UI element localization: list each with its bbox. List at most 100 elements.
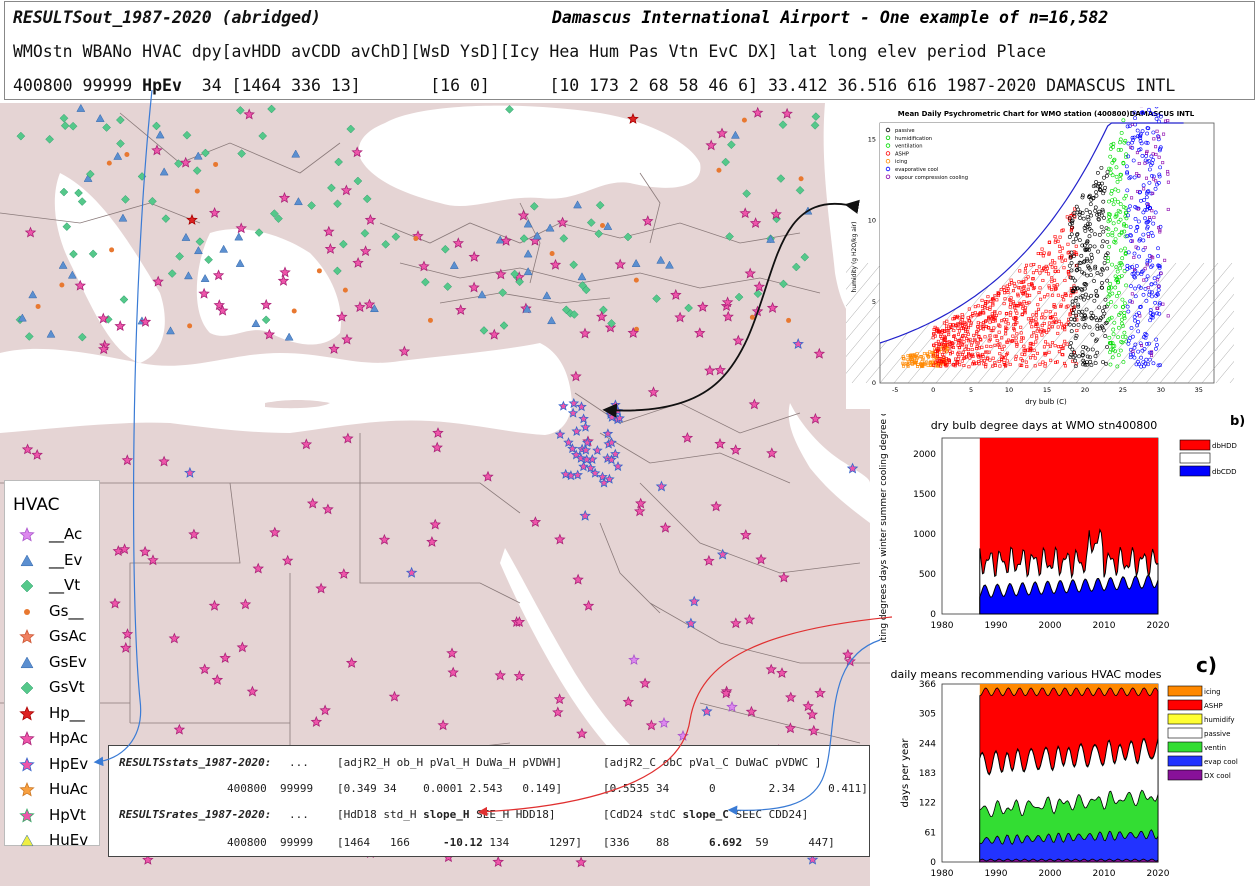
map-gsvt-marker <box>776 174 786 183</box>
map-gsvt-marker <box>421 277 430 287</box>
ventilation-point <box>1124 224 1129 229</box>
passive-point <box>1093 354 1098 359</box>
ashp-point <box>1049 262 1053 266</box>
map-hpev-marker <box>568 397 580 408</box>
map-hpac-marker <box>279 266 291 278</box>
ashp-point <box>1065 342 1069 346</box>
hm-legend-label: ventin <box>1204 744 1226 752</box>
evap-point <box>1125 171 1129 176</box>
map-gsev-marker <box>193 151 203 160</box>
ashp-point <box>1050 280 1054 284</box>
map-hpac-marker <box>575 856 587 868</box>
dx-point <box>1154 152 1158 156</box>
map-gsvt-marker <box>161 214 171 223</box>
ventilation-point <box>1109 188 1114 193</box>
dd-ytick: 1000 <box>913 530 936 540</box>
ashp-point <box>1060 322 1064 326</box>
evap-point <box>1130 264 1135 269</box>
ashp-point <box>1046 342 1050 346</box>
passive-point <box>1069 261 1074 265</box>
passive-point <box>1072 278 1077 283</box>
rates-label: RESULTSrates_1987-2020: <box>119 808 272 821</box>
icing-point <box>926 363 930 367</box>
dx-point <box>1157 284 1161 288</box>
map-gs-marker <box>194 188 200 194</box>
ashp-point <box>1000 336 1004 340</box>
ventilation-point <box>1108 362 1113 367</box>
passive-point <box>1094 337 1099 342</box>
psychro-legend-swatch <box>885 135 891 140</box>
passive-point <box>1081 345 1086 349</box>
evap-point <box>1130 334 1135 339</box>
map-gs-marker <box>59 282 65 288</box>
ashp-point <box>936 339 940 343</box>
map-gsvt-marker <box>192 166 202 175</box>
passive-point <box>1103 334 1108 338</box>
ashp-point <box>1053 269 1057 273</box>
dx-point <box>1142 278 1146 282</box>
legend-item-label: Hp__ <box>49 703 85 722</box>
evap-point <box>1126 208 1131 213</box>
passive-point <box>1092 298 1097 303</box>
evap-point <box>1154 116 1159 121</box>
map-gsvt-marker <box>167 269 177 278</box>
evap-point <box>1134 264 1139 268</box>
persian-gulf <box>788 403 870 523</box>
stats-cool-values: [0.5535 34 0 2.34 0.411] <box>603 782 868 795</box>
evap-point <box>1126 341 1131 346</box>
hm-ytick: 122 <box>919 799 936 809</box>
ashp-point <box>951 317 955 321</box>
hm-ytick: 366 <box>919 680 936 690</box>
ashp-point <box>1016 294 1020 298</box>
rates-heat-header: [HdD18 std_H slope_H SEE_H HDD18] <box>337 808 556 821</box>
evap-point <box>1154 104 1159 109</box>
map-hpac-marker <box>437 719 449 731</box>
ashp-point <box>936 349 940 353</box>
passive-point <box>1080 211 1085 215</box>
map-gs-marker <box>798 176 804 182</box>
ashp-point <box>962 340 966 344</box>
violet-star-icon <box>19 526 35 542</box>
passive-point <box>1070 276 1075 280</box>
legend-title: HVAC <box>13 495 60 515</box>
ashp-point <box>1049 315 1053 319</box>
ashp-point <box>1054 265 1058 269</box>
map-hpev-marker <box>606 454 617 465</box>
map-gsvt-marker <box>510 269 520 279</box>
dx-point <box>1166 119 1170 123</box>
passive-point <box>1075 286 1080 291</box>
ashp-point <box>1008 362 1012 366</box>
ashp-point <box>943 363 947 367</box>
passive-point <box>1073 358 1078 363</box>
ventilation-point <box>1122 229 1127 234</box>
evap-point <box>1145 131 1149 136</box>
map-gsvt-marker <box>254 228 264 237</box>
map-gsvt-marker <box>346 124 356 134</box>
psychro-xtick: 35 <box>1195 386 1203 394</box>
map-hpac-marker <box>260 298 272 310</box>
map-gsvt-marker <box>443 282 453 291</box>
ashp-point <box>961 334 965 338</box>
results-header: RESULTSout_1987-2020 (abridged) Damascus… <box>4 1 1255 100</box>
passive-point <box>1076 309 1081 314</box>
evap-point <box>1150 294 1154 299</box>
legend-item: GsVt <box>15 676 99 698</box>
ashp-point <box>991 303 995 307</box>
evap-point <box>1147 258 1152 263</box>
ashp-point <box>942 321 946 325</box>
ventilation-point <box>1106 302 1111 307</box>
ashp-point <box>1003 297 1007 301</box>
passive-point <box>1083 223 1088 228</box>
map-hpac-marker <box>269 526 281 538</box>
ventilation-point <box>1122 140 1127 145</box>
legend-item-label: __Ev <box>49 550 83 569</box>
rates-heat-v1: [1464 166 <box>337 836 443 849</box>
dd-yticks: 0 500 1000 1500 2000 <box>913 450 936 620</box>
passive-point <box>1096 211 1101 216</box>
ventilation-point <box>1108 171 1113 176</box>
passive-point <box>1085 354 1090 359</box>
ashp-point <box>948 349 952 353</box>
ashp-point <box>991 297 995 301</box>
ashp-point <box>947 333 951 337</box>
ventilation-point <box>1112 157 1117 162</box>
